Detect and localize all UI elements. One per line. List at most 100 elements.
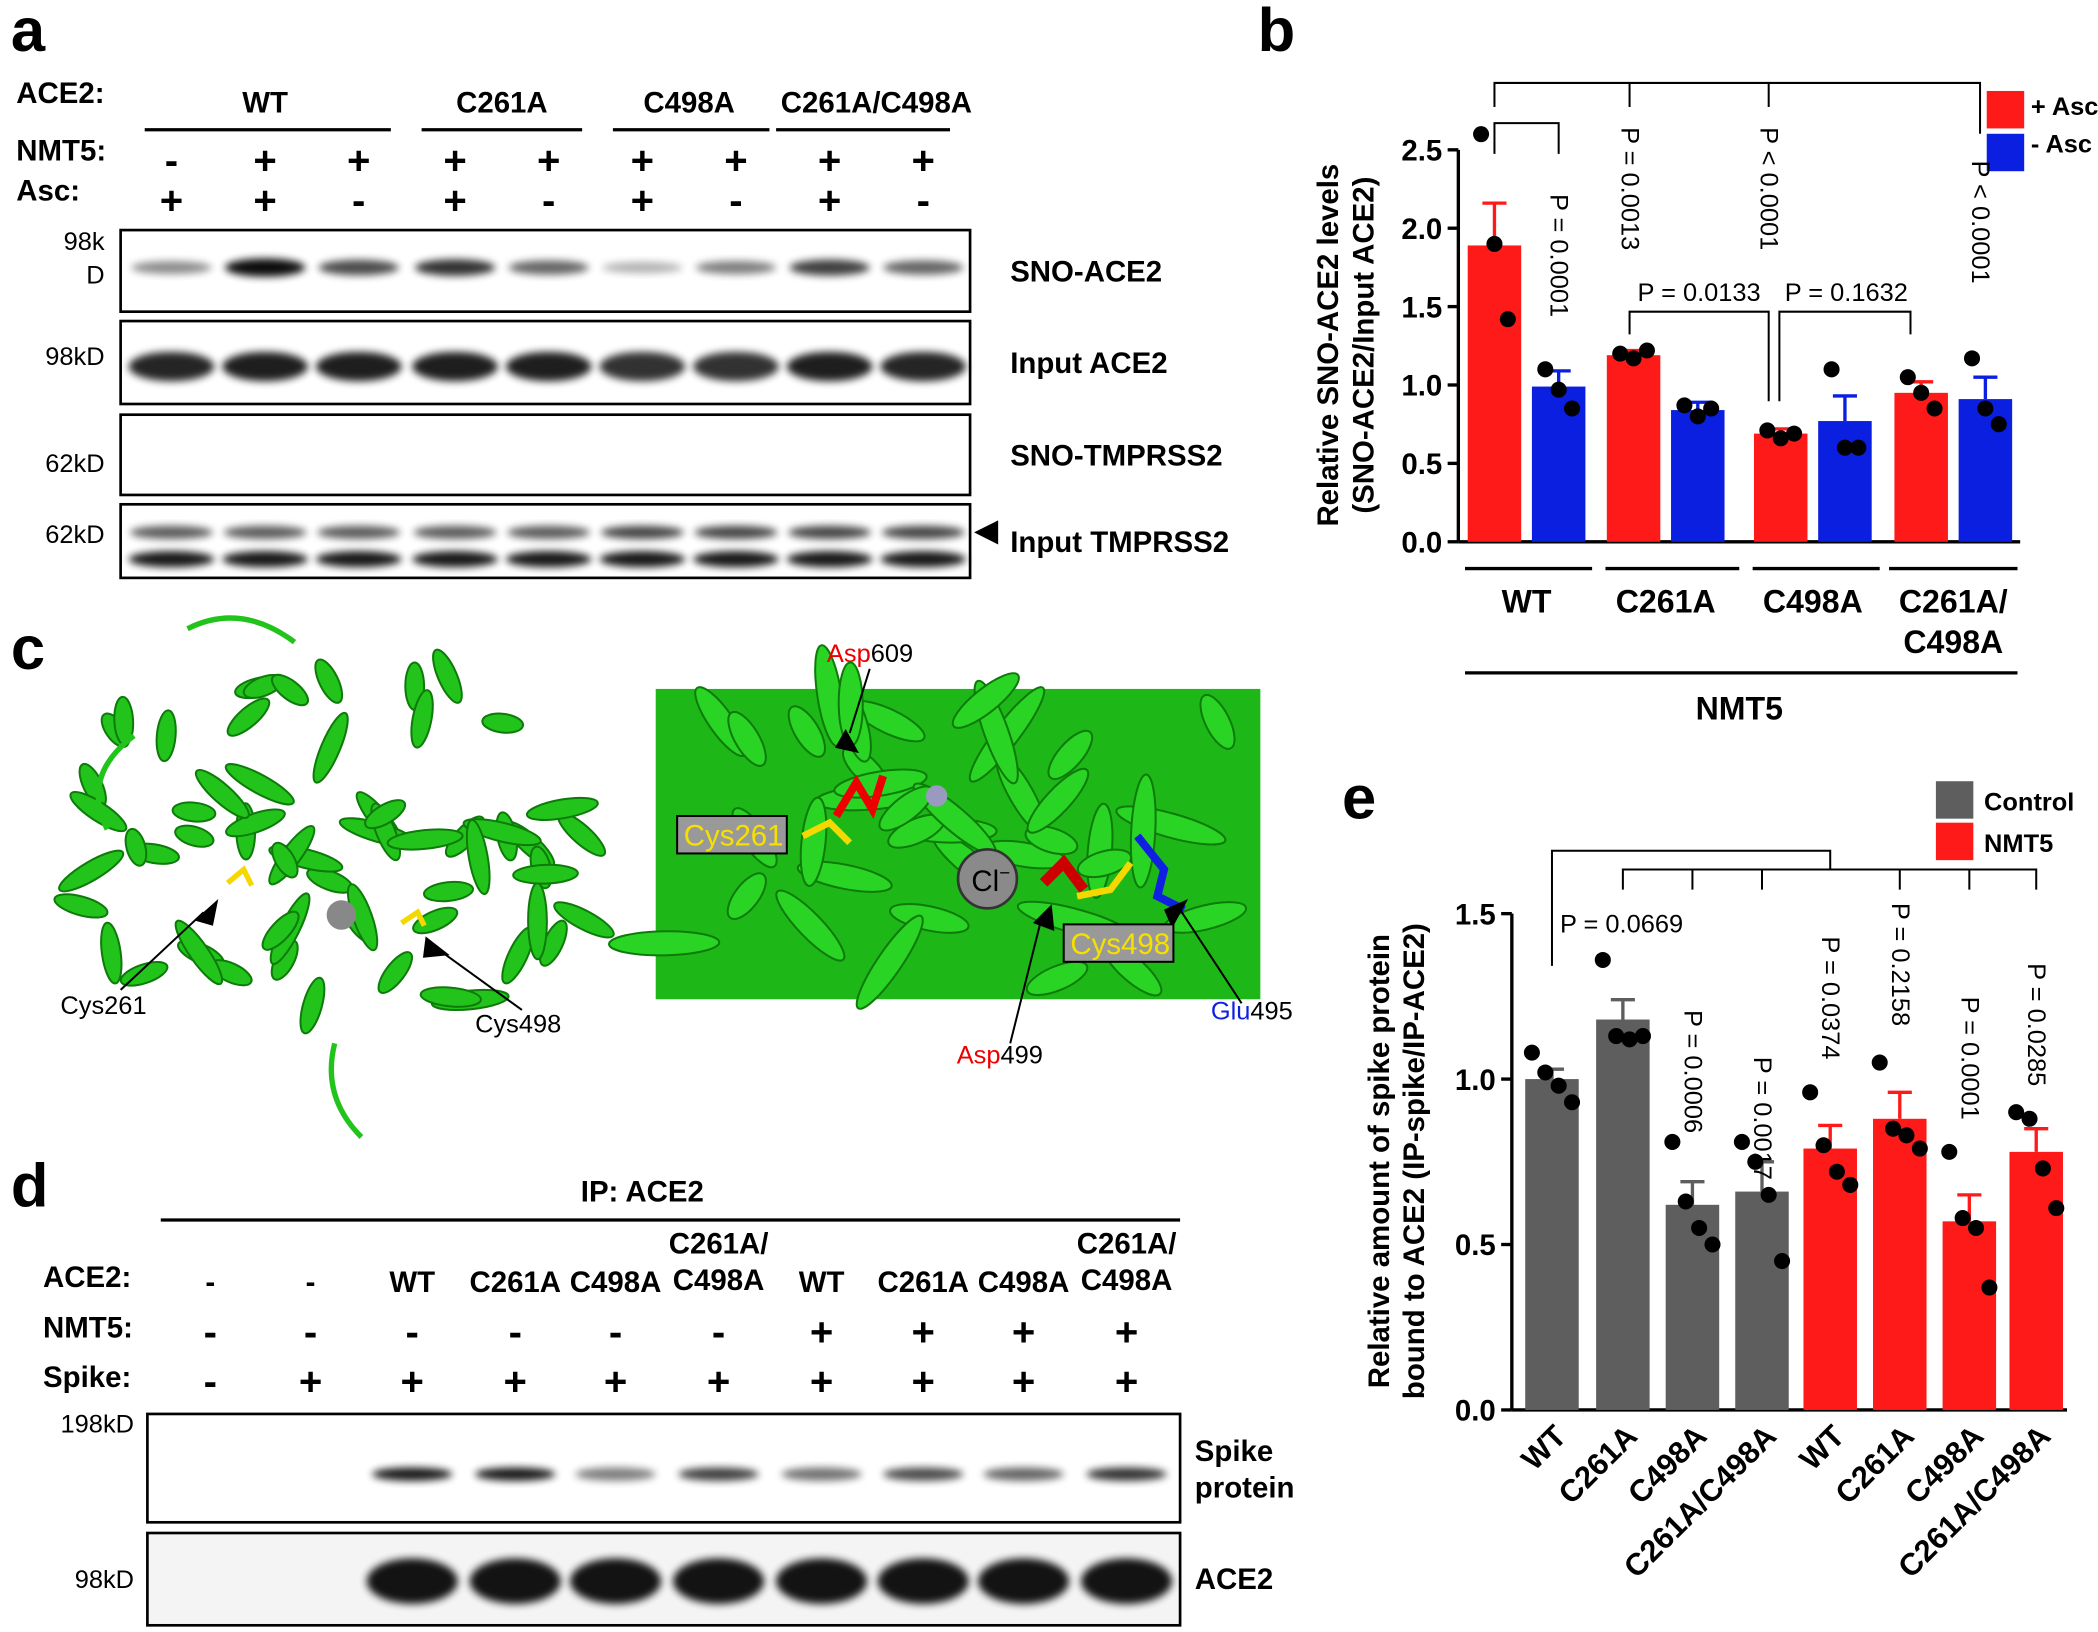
data-point	[1842, 1176, 1859, 1193]
data-point	[1677, 1193, 1694, 1210]
sign: -	[917, 178, 930, 223]
data-point	[1608, 1028, 1625, 1045]
band	[694, 525, 778, 540]
data-point	[1564, 1094, 1581, 1111]
pointers	[119, 668, 1243, 1044]
data-point	[1664, 1133, 1681, 1150]
helix	[889, 902, 970, 934]
residue-label: Asp609	[827, 640, 913, 668]
band	[412, 351, 498, 382]
lane-label: WT	[389, 1266, 435, 1299]
lane-label: C261A/C498A	[669, 1227, 769, 1297]
sign: -	[406, 1310, 419, 1355]
p-value: P < 0.0001	[1966, 161, 1994, 284]
data-point	[1871, 1054, 1888, 1071]
blot-label: ACE2	[1195, 1563, 1273, 1596]
error-bar	[1610, 998, 1635, 1020]
helix	[226, 697, 271, 737]
band	[786, 351, 873, 382]
data-point	[1885, 1120, 1902, 1137]
p-value: P = 0.0006	[1678, 1010, 1706, 1133]
data-point	[1523, 1044, 1540, 1061]
label-part: −	[999, 862, 1010, 883]
sign: +	[504, 1359, 527, 1404]
helix	[312, 711, 349, 784]
sign: +	[810, 1359, 833, 1404]
x-tick-label: WT	[1514, 1418, 1573, 1477]
p-value: P = 0.2158	[1886, 903, 1914, 1026]
site	[225, 865, 427, 927]
helix	[465, 818, 491, 896]
lane-label: C498A	[978, 1266, 1070, 1299]
band	[881, 525, 965, 540]
x-tick-label: C261A/C498A	[1899, 584, 2008, 660]
lane-label: C261A	[469, 1266, 561, 1299]
helix	[410, 689, 434, 749]
data-point	[1850, 439, 1867, 456]
sign: +	[707, 1359, 730, 1404]
sign: -	[729, 178, 742, 223]
band	[469, 1558, 561, 1604]
legend-swatch	[1986, 90, 2025, 129]
data-point	[1550, 381, 1567, 398]
sign: +	[631, 138, 654, 183]
helix	[419, 986, 482, 1008]
data-point	[1486, 235, 1503, 252]
p-value: P = 0.0017	[1748, 1057, 1776, 1180]
band	[978, 1558, 1070, 1604]
helix	[1199, 693, 1236, 750]
blot-label: Spike protein	[1195, 1435, 1295, 1505]
blot-label: SNO-ACE2	[1010, 256, 1162, 289]
band	[505, 351, 592, 382]
helix	[224, 763, 295, 806]
bar	[1894, 392, 1948, 542]
row-label: ACE2:	[43, 1261, 131, 1294]
error-bar	[2024, 1127, 2049, 1152]
helix	[553, 901, 615, 939]
sign: -	[352, 178, 365, 223]
sign: -	[304, 1310, 317, 1355]
y-tick-label: 1.0	[1455, 1064, 1496, 1097]
lane-label: -	[306, 1266, 316, 1299]
data-point	[1703, 400, 1720, 417]
label-box	[1062, 923, 1175, 963]
data-point	[1898, 1127, 1915, 1144]
data-point	[1815, 1137, 1832, 1154]
helix	[100, 921, 123, 985]
band	[1086, 1467, 1167, 1481]
bar	[1525, 1079, 1579, 1410]
band	[224, 258, 306, 277]
band	[695, 260, 777, 275]
sign: +	[810, 1310, 833, 1355]
x-tick-label: C261A	[1616, 584, 1716, 620]
label-part: Relative SNO-ACE2 levels	[1312, 164, 1345, 527]
helix	[194, 768, 250, 819]
band	[983, 1467, 1064, 1481]
bracket	[1550, 849, 2038, 966]
band	[600, 525, 684, 540]
band	[786, 551, 873, 568]
bar	[1467, 245, 1522, 542]
sign: +	[912, 138, 935, 183]
band	[570, 1558, 662, 1604]
panel-label: a	[11, 0, 46, 65]
band	[413, 525, 497, 540]
band	[781, 1467, 862, 1481]
cys261	[801, 818, 853, 846]
data-point	[1499, 311, 1516, 328]
band	[129, 525, 213, 540]
band	[222, 551, 308, 568]
label-part: 609	[871, 640, 913, 668]
bar	[1942, 1221, 1997, 1410]
data-point	[1899, 369, 1916, 386]
residue-label: Cys261	[684, 819, 784, 852]
p-value: P = 0.0133	[1638, 279, 1761, 307]
data-point	[1774, 1253, 1791, 1270]
y-tick-label: 1.0	[1401, 370, 1442, 403]
helix	[58, 849, 125, 893]
helix	[1047, 729, 1094, 781]
helix	[775, 889, 846, 962]
helix	[481, 712, 525, 734]
sign: -	[204, 1359, 217, 1404]
zinc-ion	[925, 785, 948, 807]
